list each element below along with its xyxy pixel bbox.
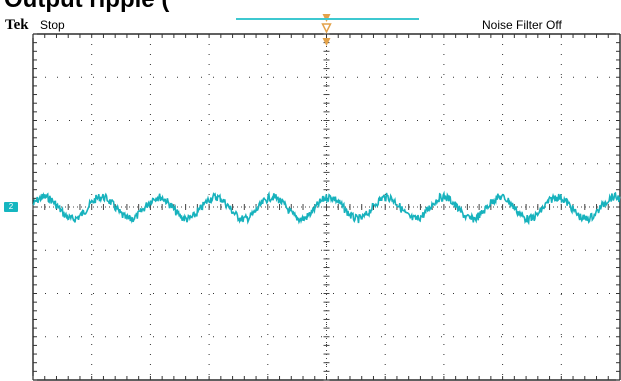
trigger-arrow-lower [322, 38, 331, 46]
scope-header: Tek Stop Noise Filter Off [0, 0, 621, 40]
record-position-bar [236, 18, 419, 20]
graticule [32, 33, 621, 381]
channel-2-ground-marker[interactable]: 2 [4, 202, 18, 212]
trigger-arrow-outline [321, 23, 332, 34]
brand-logo: Tek [5, 17, 29, 33]
channel-2-waveform [32, 190, 621, 226]
noise-filter-status: Noise Filter Off [482, 18, 562, 32]
run-status: Stop [40, 18, 65, 32]
figure-caption: Output ripple ( [4, 0, 169, 12]
